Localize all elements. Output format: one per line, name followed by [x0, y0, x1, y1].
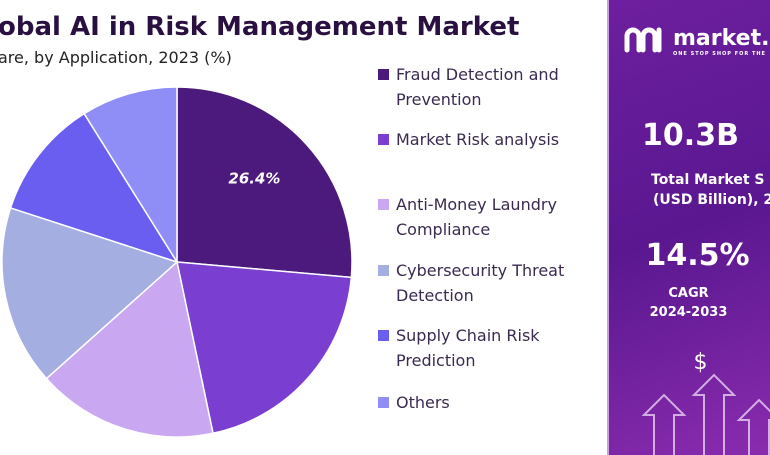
legend-item: Anti-Money Laundry Compliance	[378, 192, 596, 242]
arrows	[641, 373, 770, 455]
legend-swatch	[378, 265, 389, 276]
pie-slice	[83, 86, 178, 265]
legend-swatch	[378, 397, 389, 408]
pie-slice	[45, 260, 214, 438]
cagr-label: CAGR	[668, 286, 709, 301]
legend-label: Supply Chain Risk Prediction	[396, 326, 540, 370]
tagline: ONE STOP SHOP FOR THE	[673, 51, 766, 57]
legend-label: Market Risk analysis	[396, 130, 560, 149]
legend-label: Fraud Detection and Prevention	[396, 65, 559, 109]
cagr-period: 2024-2033	[649, 305, 728, 320]
market-size: 10.3B	[642, 118, 739, 153]
legend-swatch	[378, 134, 389, 145]
legend-swatch	[378, 69, 389, 80]
legend-label: Anti-Money Laundry Compliance	[396, 195, 557, 239]
pie-chart: 26.4%	[1, 86, 353, 438]
info-panel: market. ONE STOP SHOP FOR THE 10.3B Tota…	[607, 0, 770, 455]
pie-slice	[176, 86, 353, 279]
data-label: 26.4%	[228, 170, 280, 188]
market-size-label: Total Market S	[651, 172, 765, 188]
logo-text: market.	[673, 26, 770, 51]
market-size-label: (USD Billion), 2	[653, 192, 770, 208]
legend-item: Market Risk analysis	[378, 127, 596, 152]
pie-slice	[9, 112, 179, 264]
legend-swatch	[378, 330, 389, 341]
dollar-icon: $	[693, 350, 708, 375]
pie-slice	[176, 261, 353, 435]
legend-label: Cybersecurity Threat Detection	[396, 261, 565, 305]
chart-title: obal AI in Risk Management Market	[0, 12, 520, 42]
legend-item: Fraud Detection and Prevention	[378, 62, 596, 112]
pie-slice	[1, 206, 179, 380]
cagr-value: 14.5%	[645, 238, 750, 273]
panel-decoration	[624, 27, 770, 455]
legend-item: Others	[378, 390, 596, 415]
legend-item: Cybersecurity Threat Detection	[378, 258, 596, 308]
legend-label: Others	[396, 393, 450, 412]
legend-item: Supply Chain Risk Prediction	[378, 323, 596, 373]
chart-subtitle: are, by Application, 2023 (%)	[0, 48, 232, 67]
logo-icon	[624, 27, 662, 53]
legend-swatch	[378, 199, 389, 210]
